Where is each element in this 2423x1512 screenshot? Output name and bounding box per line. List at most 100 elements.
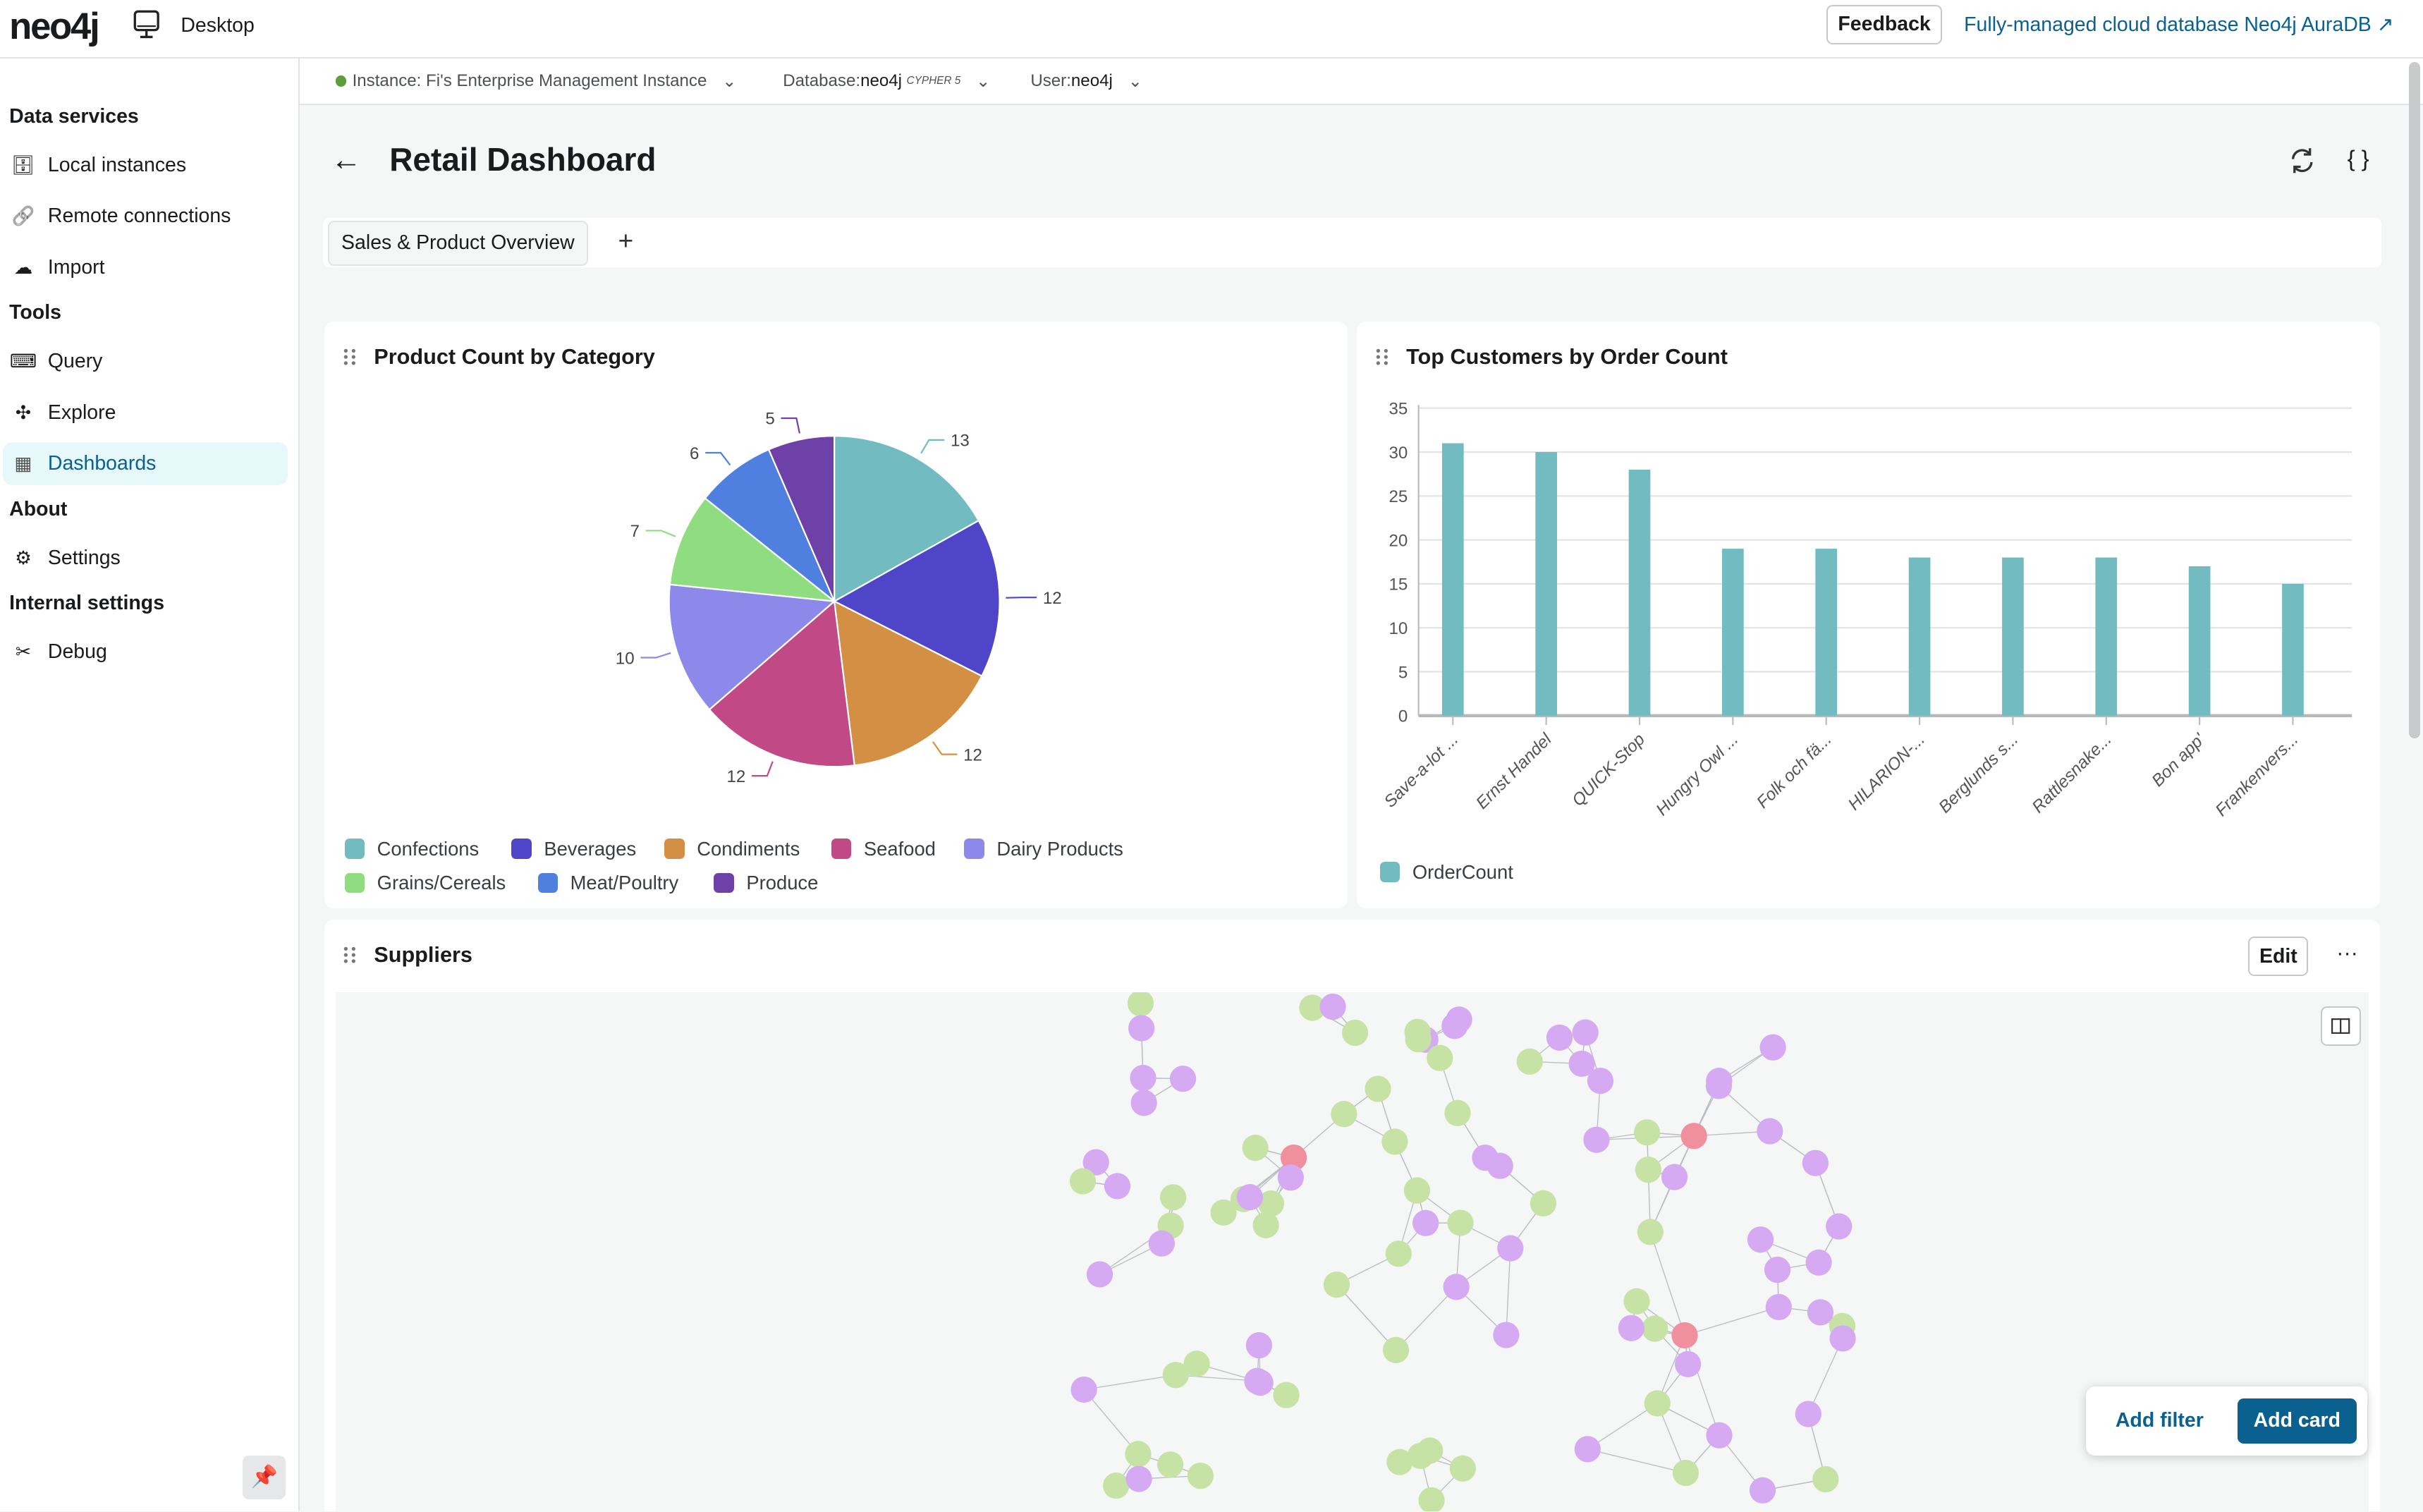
category-node[interactable] bbox=[1407, 1442, 1434, 1469]
category-node[interactable] bbox=[1644, 1390, 1671, 1417]
bar[interactable] bbox=[1441, 443, 1464, 716]
category-node[interactable] bbox=[1242, 1134, 1269, 1161]
sidebar-item-debug[interactable]: ✂ Debug bbox=[3, 630, 287, 673]
category-node[interactable] bbox=[1530, 1190, 1556, 1217]
bar[interactable] bbox=[1535, 451, 1557, 716]
category-node[interactable] bbox=[1637, 1219, 1664, 1245]
product-node[interactable] bbox=[1749, 1477, 1776, 1504]
legend-item[interactable]: Meat/Poultry bbox=[537, 872, 678, 894]
sidebar-item-import[interactable]: ☁ Import bbox=[3, 245, 287, 288]
category-node[interactable] bbox=[1426, 1044, 1453, 1071]
product-node[interactable] bbox=[1169, 1065, 1196, 1092]
category-node[interactable] bbox=[1187, 1462, 1214, 1489]
category-node[interactable] bbox=[1127, 992, 1154, 1017]
product-node[interactable] bbox=[1618, 1315, 1644, 1341]
category-node[interactable] bbox=[1672, 1459, 1699, 1486]
category-node[interactable] bbox=[1298, 994, 1326, 1021]
product-node[interactable] bbox=[1245, 1331, 1272, 1359]
category-node[interactable] bbox=[1623, 1288, 1650, 1315]
product-node[interactable] bbox=[1125, 1465, 1152, 1492]
back-arrow-icon[interactable]: ← bbox=[330, 142, 362, 177]
product-node[interactable] bbox=[1765, 1293, 1792, 1320]
product-node[interactable] bbox=[1829, 1325, 1856, 1352]
product-node[interactable] bbox=[1130, 1090, 1157, 1116]
bar[interactable] bbox=[1628, 469, 1651, 716]
bar[interactable] bbox=[1815, 548, 1838, 716]
category-node[interactable] bbox=[1162, 1361, 1189, 1389]
category-node[interactable] bbox=[1446, 1209, 1474, 1236]
bar[interactable] bbox=[2095, 557, 2118, 716]
pie-slice-beverages[interactable] bbox=[832, 519, 1001, 677]
category-node[interactable] bbox=[1330, 1100, 1357, 1128]
drag-handle-icon[interactable] bbox=[1375, 348, 1391, 366]
sidebar-item-query[interactable]: ⌨ Query bbox=[3, 340, 287, 383]
product-node[interactable] bbox=[1086, 1261, 1113, 1288]
category-node[interactable] bbox=[1323, 1271, 1350, 1298]
product-node[interactable] bbox=[1128, 1015, 1154, 1042]
category-node[interactable] bbox=[1385, 1240, 1412, 1267]
graph-visualization[interactable] bbox=[336, 992, 2369, 1512]
supplier-node[interactable] bbox=[1280, 1144, 1307, 1171]
product-node[interactable] bbox=[1412, 1209, 1439, 1236]
product-node[interactable] bbox=[1319, 993, 1346, 1020]
product-node[interactable] bbox=[1148, 1230, 1175, 1257]
product-node[interactable] bbox=[1070, 1376, 1097, 1403]
product-node[interactable] bbox=[1705, 1422, 1733, 1449]
relationship-edge[interactable] bbox=[1807, 1338, 1843, 1415]
chevron-down-icon[interactable]: ⌄ bbox=[1128, 71, 1142, 91]
product-node[interactable] bbox=[1574, 1436, 1601, 1463]
product-node[interactable] bbox=[1587, 1067, 1613, 1095]
sidebar-item-remote-connections[interactable]: 🔗 Remote connections bbox=[3, 195, 287, 238]
category-node[interactable] bbox=[1124, 1440, 1152, 1468]
product-node[interactable] bbox=[1471, 1144, 1499, 1171]
chevron-down-icon[interactable]: ⌄ bbox=[722, 71, 737, 91]
edit-button[interactable]: Edit bbox=[2248, 936, 2309, 977]
relationship-edge[interactable] bbox=[1175, 1374, 1257, 1382]
product-node[interactable] bbox=[1582, 1126, 1610, 1153]
bar[interactable] bbox=[1721, 548, 1744, 716]
product-node[interactable] bbox=[1572, 1019, 1599, 1046]
product-node[interactable] bbox=[1568, 1050, 1595, 1077]
category-node[interactable] bbox=[1272, 1382, 1300, 1408]
add-filter-button[interactable]: Add filter bbox=[2115, 1409, 2204, 1432]
product-node[interactable] bbox=[1759, 1034, 1786, 1061]
legend-item[interactable]: Beverages bbox=[511, 838, 636, 860]
sidebar-item-local-instances[interactable]: 🗄 Local instances bbox=[3, 144, 287, 187]
legend-item[interactable]: OrderCount bbox=[1379, 861, 1513, 884]
relationship-edge[interactable] bbox=[1083, 1389, 1138, 1455]
category-node[interactable] bbox=[1449, 1455, 1476, 1482]
product-node[interactable] bbox=[1243, 1367, 1271, 1394]
product-node[interactable] bbox=[1082, 1149, 1109, 1176]
bar[interactable] bbox=[2188, 566, 2211, 716]
database-selector[interactable]: neo4j bbox=[860, 71, 903, 91]
product-node[interactable] bbox=[1756, 1118, 1783, 1145]
category-node[interactable] bbox=[1641, 1315, 1668, 1342]
sidebar-item-dashboards[interactable]: ▦ Dashboards bbox=[3, 441, 288, 486]
tab-sales-product-overview[interactable]: Sales & Product Overview bbox=[327, 221, 589, 266]
product-node[interactable] bbox=[1802, 1150, 1829, 1176]
chevron-down-icon[interactable]: ⌄ bbox=[976, 71, 991, 91]
product-node[interactable] bbox=[1825, 1213, 1852, 1240]
product-node[interactable] bbox=[1443, 1273, 1470, 1300]
category-node[interactable] bbox=[1069, 1168, 1096, 1195]
product-node[interactable] bbox=[1764, 1256, 1790, 1283]
product-node[interactable] bbox=[1546, 1024, 1573, 1051]
category-node[interactable] bbox=[1382, 1336, 1409, 1363]
sidebar-item-explore[interactable]: ✣ Explore bbox=[3, 391, 287, 434]
product-node[interactable] bbox=[1277, 1164, 1304, 1191]
product-node[interactable] bbox=[1805, 1249, 1832, 1276]
supplier-node[interactable] bbox=[1671, 1322, 1698, 1348]
category-node[interactable] bbox=[1257, 1190, 1284, 1217]
auradb-link[interactable]: Fully-managed cloud database Neo4j AuraD… bbox=[1964, 13, 2394, 36]
drag-handle-icon[interactable] bbox=[343, 348, 358, 366]
relationship-edge[interactable] bbox=[1395, 1286, 1457, 1351]
pie-slice-grains-cereals[interactable] bbox=[669, 496, 837, 602]
supplier-node[interactable] bbox=[1680, 1122, 1707, 1150]
category-node[interactable] bbox=[1102, 1472, 1129, 1499]
legend-item[interactable]: Condiments bbox=[664, 838, 800, 860]
sidebar-item-settings[interactable]: ⚙ Settings bbox=[3, 536, 287, 579]
product-node[interactable] bbox=[1807, 1299, 1833, 1326]
bar[interactable] bbox=[2282, 583, 2304, 716]
drag-handle-icon[interactable] bbox=[343, 946, 358, 964]
relationship-edge[interactable] bbox=[1505, 1248, 1510, 1335]
